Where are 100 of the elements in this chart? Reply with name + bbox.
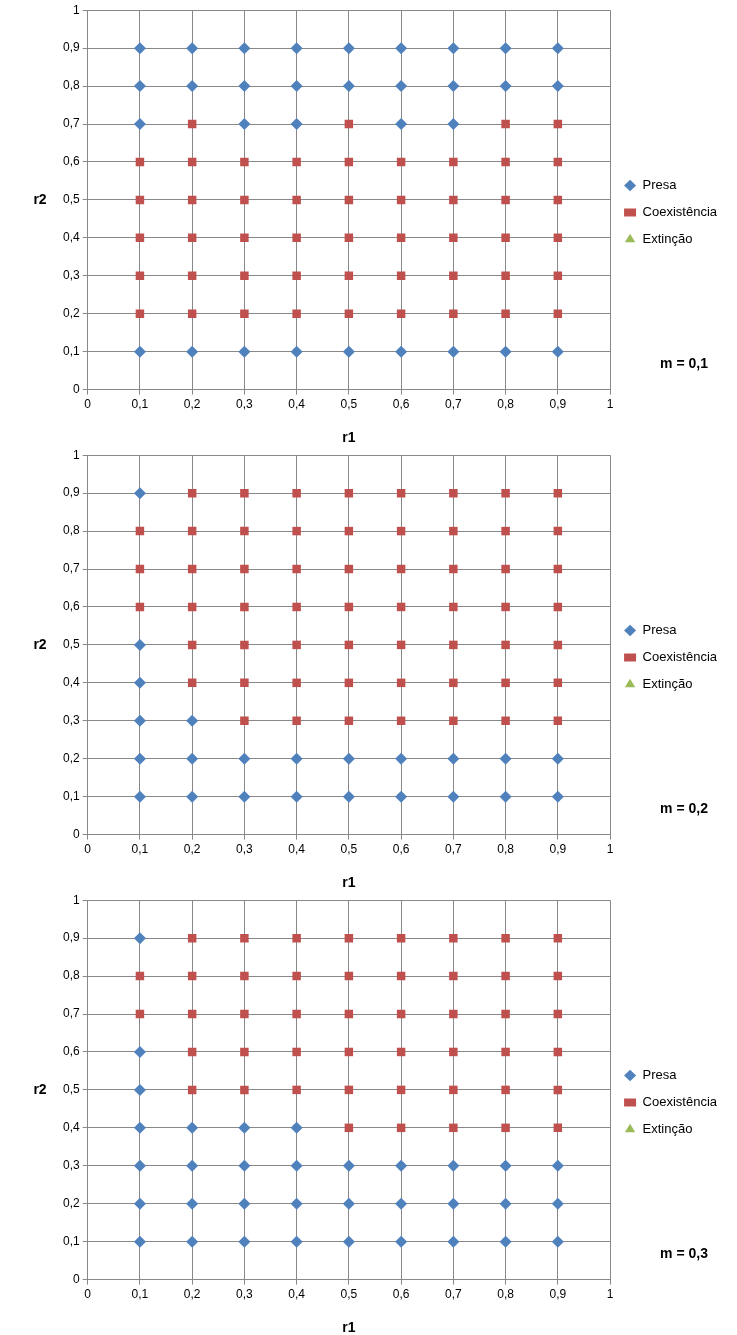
- x-tick-label: 0,1: [131, 397, 149, 412]
- point: [240, 564, 249, 574]
- x-tick-label: 0,7: [445, 1287, 463, 1302]
- point: [133, 118, 146, 131]
- point: [551, 752, 564, 765]
- point: [501, 488, 510, 498]
- x-axis-title: r1: [342, 429, 356, 446]
- point: [238, 790, 251, 803]
- point: [238, 1235, 251, 1248]
- point: [238, 42, 251, 55]
- point: [186, 42, 199, 55]
- point: [447, 752, 460, 765]
- legend-label: Presa: [642, 177, 678, 193]
- point: [290, 118, 303, 131]
- point: [501, 526, 510, 536]
- point: [449, 233, 458, 243]
- point: [186, 714, 199, 727]
- point: [133, 345, 146, 358]
- y-tick-label: 0,7: [62, 116, 80, 131]
- point: [342, 80, 355, 93]
- point: [240, 195, 249, 205]
- point: [395, 42, 408, 55]
- point: [238, 1197, 251, 1210]
- point: [395, 1235, 408, 1248]
- point: [449, 678, 458, 688]
- point: [133, 752, 146, 765]
- x-tick-label: 0,3: [236, 397, 254, 412]
- point: [240, 526, 249, 536]
- point: [342, 345, 355, 358]
- point: [133, 80, 146, 93]
- point: [499, 1235, 512, 1248]
- point: [342, 1159, 355, 1172]
- point: [344, 309, 354, 318]
- y-tick-label: 0,7: [62, 561, 80, 576]
- point: [449, 526, 458, 536]
- x-tick-label: 1: [606, 397, 614, 412]
- point: [290, 80, 303, 93]
- point: [292, 1085, 301, 1095]
- point: [449, 1047, 458, 1057]
- text: m = 0,3: [660, 1245, 709, 1262]
- point: [240, 309, 249, 318]
- point: [292, 157, 301, 167]
- point: [133, 932, 146, 945]
- y-tick-label: 0,4: [62, 230, 80, 245]
- point: [290, 752, 303, 765]
- y-tick-label: 0: [72, 826, 80, 841]
- point: [186, 80, 199, 93]
- point: [551, 790, 564, 803]
- y-tick-label: 0,1: [62, 1233, 80, 1248]
- x-tick-label: 1: [606, 1287, 614, 1302]
- point: [292, 716, 301, 726]
- point: [499, 752, 512, 765]
- point: [133, 1045, 146, 1058]
- point: [240, 1085, 249, 1095]
- point: [342, 1197, 355, 1210]
- x-tick-label: 0,9: [549, 397, 567, 412]
- point: [342, 790, 355, 803]
- point: [395, 1159, 408, 1172]
- point: [135, 309, 145, 318]
- point: [449, 602, 458, 612]
- point: [395, 118, 408, 131]
- point: [449, 564, 458, 574]
- point: [240, 933, 249, 943]
- point: [449, 488, 458, 498]
- point: [501, 640, 510, 650]
- point: [447, 790, 460, 803]
- y-tick-label: 0,1: [62, 788, 80, 803]
- point: [551, 1197, 564, 1210]
- point: [240, 716, 249, 726]
- point: [240, 1009, 249, 1019]
- point: [551, 42, 564, 55]
- point: [240, 1047, 249, 1057]
- point: [290, 1235, 303, 1248]
- legend-label: Extinção: [642, 676, 693, 692]
- y-tick-label: 0,9: [62, 40, 80, 55]
- x-tick-label: 0,4: [288, 1287, 306, 1302]
- point: [292, 488, 301, 498]
- legend-label: Extinção: [642, 1121, 693, 1137]
- point: [551, 1159, 564, 1172]
- x-tick-label: 0,8: [497, 397, 515, 412]
- y-tick-label: 1: [72, 892, 80, 907]
- point: [395, 345, 408, 358]
- point: [449, 195, 458, 205]
- y-axis-title: r2: [33, 190, 47, 207]
- y-tick-label: 0,5: [62, 1082, 80, 1097]
- x-tick-label: 0,5: [340, 842, 358, 857]
- y-tick-label: 0,3: [62, 268, 80, 283]
- x-tick-label: 0,2: [183, 842, 201, 857]
- text: m = 0,2: [660, 800, 709, 817]
- x-tick-label: 0,5: [340, 397, 358, 412]
- point: [292, 971, 301, 981]
- x-tick-label: 0,9: [549, 1287, 567, 1302]
- point: [449, 716, 458, 726]
- point: [447, 1235, 460, 1248]
- point: [499, 345, 512, 358]
- point: [499, 1159, 512, 1172]
- legend-label: Coexistência: [642, 649, 718, 665]
- x-tick-label: 0,4: [288, 842, 306, 857]
- point: [240, 602, 249, 612]
- point: [447, 345, 460, 358]
